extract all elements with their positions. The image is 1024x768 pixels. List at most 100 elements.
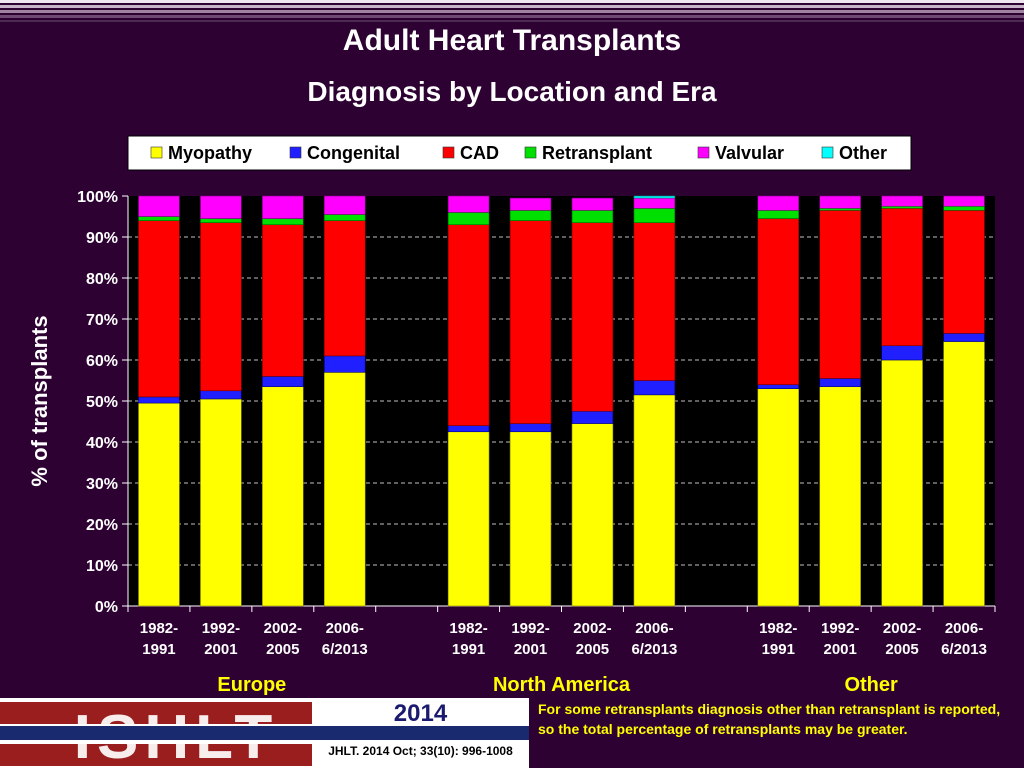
y-tick-label: 30% — [86, 476, 118, 493]
legend-swatch-valvular — [697, 146, 710, 159]
y-axis-label: % of transplants — [27, 315, 52, 486]
bar-cad — [262, 224, 304, 377]
bar-valvular — [943, 195, 985, 207]
bar-congenital — [819, 378, 861, 387]
bar-congenital — [138, 396, 180, 404]
footnote: For some retransplants diagnosis other t… — [538, 701, 1001, 737]
bar-congenital — [447, 425, 490, 433]
bar-congenital — [509, 423, 552, 433]
legend-swatch-other — [821, 146, 834, 159]
x-tick-label: 1991 — [452, 641, 485, 658]
bar-retransplant — [200, 218, 242, 223]
bar-congenital — [633, 380, 676, 396]
bar-congenital — [757, 384, 799, 390]
bar-cad — [943, 210, 985, 334]
bar-valvular — [757, 195, 799, 211]
bar-retransplant — [324, 214, 366, 221]
bar-retransplant — [819, 208, 861, 211]
bar-retransplant — [138, 216, 180, 221]
bar-valvular — [262, 195, 304, 219]
y-tick-label: 100% — [77, 189, 118, 206]
x-tick-label: 1991 — [142, 641, 175, 658]
x-tick-label: 1992- — [821, 620, 859, 637]
bar-retransplant — [943, 205, 985, 211]
bar-valvular — [324, 195, 366, 215]
bar-valvular — [138, 195, 180, 217]
y-tick-label: 0% — [95, 599, 118, 616]
bar-valvular — [819, 195, 861, 209]
bar-myopathy — [943, 341, 985, 607]
y-tick-label: 20% — [86, 517, 118, 534]
publication-year: 2014 — [393, 700, 448, 727]
x-tick-label: 2005 — [266, 641, 299, 658]
bar-valvular — [509, 197, 552, 211]
x-tick-label: 2006- — [635, 620, 673, 637]
x-tick-label: 2001 — [514, 641, 547, 658]
x-tick-label: 2006- — [945, 620, 983, 637]
bar-myopathy — [200, 398, 242, 607]
y-tick-label: 70% — [86, 312, 118, 329]
legend-label-valvular: Valvular — [715, 143, 784, 163]
bar-retransplant — [881, 205, 923, 209]
x-tick-label: 1982- — [140, 620, 178, 637]
x-tick-label: 1992- — [511, 620, 549, 637]
legend-label-retransplant: Retransplant — [542, 143, 652, 163]
group-label: Europe — [217, 674, 286, 696]
bar-valvular — [200, 195, 242, 219]
bar-congenital — [200, 390, 242, 400]
x-tick-label: 2005 — [885, 641, 918, 658]
x-tick-label: 2001 — [823, 641, 856, 658]
x-tick-label: 6/2013 — [941, 641, 987, 658]
legend-swatch-retransplant — [524, 146, 537, 159]
bar-congenital — [881, 345, 923, 361]
x-tick-label: 2005 — [576, 641, 609, 658]
bar-cad — [324, 220, 366, 357]
citation: JHLT. 2014 Oct; 33(10): 996-1008 — [328, 744, 513, 758]
chart-subtitle: Diagnosis by Location and Era — [307, 76, 717, 107]
legend-label-other: Other — [839, 143, 887, 163]
bar-myopathy — [447, 431, 490, 607]
y-tick-label: 50% — [86, 394, 118, 411]
bar-cad — [757, 218, 799, 385]
bar-retransplant — [509, 210, 552, 221]
legend-swatch-myopathy — [150, 146, 163, 159]
bar-congenital — [943, 333, 985, 342]
bar-cad — [138, 220, 180, 398]
bar-retransplant — [262, 218, 304, 226]
chart-title: Adult Heart Transplants — [342, 24, 682, 57]
bar-myopathy — [509, 431, 552, 607]
bar-retransplant — [633, 208, 676, 223]
bar-other — [633, 195, 676, 199]
y-tick-label: 90% — [86, 230, 118, 247]
header-stripes — [0, 0, 1024, 22]
x-tick-label: 2002- — [883, 620, 921, 637]
group-label: Other — [844, 674, 898, 696]
bar-congenital — [571, 410, 614, 424]
x-tick-label: 1992- — [202, 620, 240, 637]
y-tick-label: 80% — [86, 271, 118, 288]
bar-myopathy — [819, 386, 861, 607]
legend-swatch-cad — [442, 146, 455, 159]
bar-cad — [509, 220, 552, 424]
legend-label-cad: CAD — [460, 143, 499, 163]
bar-congenital — [262, 376, 304, 387]
bar-cad — [819, 210, 861, 379]
group-label: North America — [493, 674, 631, 696]
x-tick-label: 6/2013 — [322, 641, 368, 658]
bar-myopathy — [324, 371, 366, 607]
bar-cad — [200, 222, 242, 392]
bar-congenital — [324, 355, 366, 373]
bar-retransplant — [757, 210, 799, 219]
association-band — [0, 726, 529, 740]
x-tick-label: 2006- — [326, 620, 364, 637]
y-tick-label: 40% — [86, 435, 118, 452]
bar-valvular — [571, 197, 614, 211]
x-tick-label: 1991 — [762, 641, 795, 658]
x-tick-label: 1982- — [759, 620, 797, 637]
y-tick-label: 10% — [86, 558, 118, 575]
bar-cad — [633, 222, 676, 381]
bar-retransplant — [447, 212, 490, 225]
stacked-bar-chart: 0% 10% 20% 30% 40% 50% 60% 70% 80% 90% 100% % of tr… — [27, 135, 996, 696]
legend-swatch-congenital — [289, 146, 302, 159]
bar-myopathy — [262, 386, 304, 607]
